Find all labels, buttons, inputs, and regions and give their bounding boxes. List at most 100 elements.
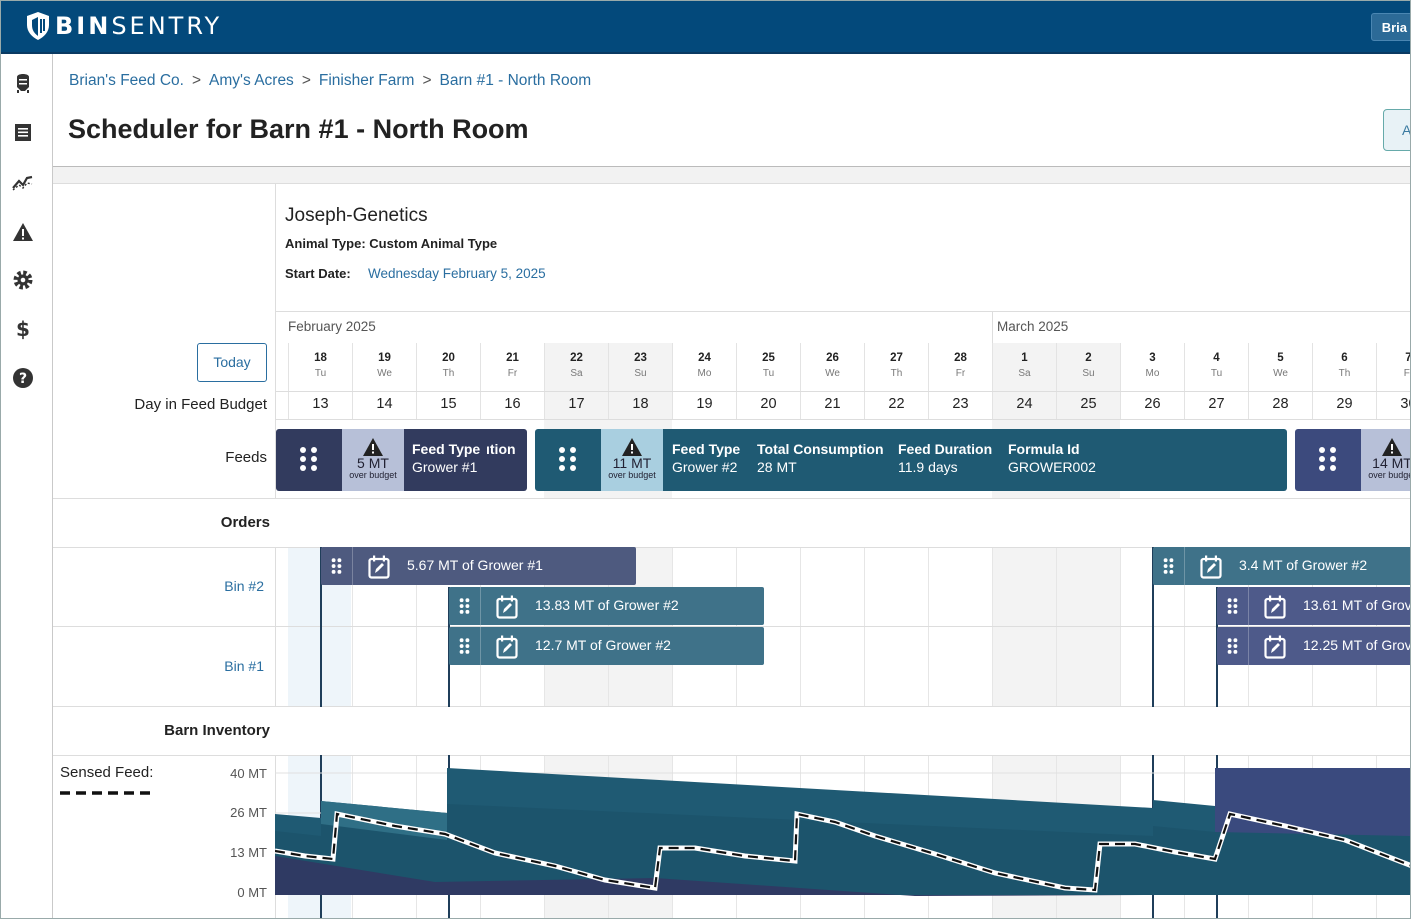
day-header-2[interactable]: 2 Su (1056, 343, 1120, 391)
user-menu-button[interactable]: Bria (1370, 13, 1410, 41)
order-block[interactable]: 5.67 MT of Grower #1 (321, 547, 636, 585)
feed-type-header: Feed Type (412, 441, 481, 457)
calendar-edit-icon (496, 595, 518, 619)
analytics-icon[interactable] (12, 171, 34, 193)
order-block[interactable]: 12.7 MT of Grower #2 (449, 627, 764, 665)
feed-type-value: Grower #1 (412, 459, 478, 475)
start-date-value[interactable]: Wednesday February 5, 2025 (368, 266, 546, 281)
drag-handle-icon[interactable] (1153, 547, 1185, 585)
drag-handle-icon[interactable] (321, 547, 353, 585)
day-header-6[interactable]: 6 Th (1312, 343, 1376, 391)
budget-day-30: 30 (1376, 392, 1410, 419)
day-header-3[interactable]: 3 Mo (1120, 343, 1184, 391)
bin-icon[interactable] (12, 71, 34, 93)
day-number: 26 (826, 352, 839, 364)
over-budget-amount: 5 MT (357, 455, 389, 471)
day-header-23[interactable]: 23 Su (608, 343, 672, 391)
gear-icon[interactable] (12, 269, 34, 291)
drag-handle-icon[interactable] (276, 429, 342, 491)
day-header-4[interactable]: 4 Tu (1184, 343, 1248, 391)
breadcrumb: Brian's Feed Co. > Amy's Acres > Finisher Fa… (69, 72, 591, 90)
total-consumption-column: Total Consumption 28 MT (757, 441, 884, 475)
formula-id-value: GROWER002 (1008, 459, 1096, 475)
order-block[interactable]: 13.83 MT of Grower #2 (449, 587, 764, 625)
brand-logo[interactable]: BIN SENTRY (25, 11, 222, 41)
warning-icon (622, 438, 642, 456)
over-budget-text: over budget (349, 470, 397, 480)
weekday: We (377, 368, 392, 379)
action-button[interactable]: A (1383, 109, 1410, 151)
order-block[interactable]: 12.25 MT of Grov (1217, 627, 1410, 665)
breadcrumb-link-farm[interactable]: Finisher Farm (318, 72, 415, 89)
order-label: 13.83 MT of Grower #2 (535, 597, 679, 613)
day-header-19[interactable]: 19 We (352, 343, 416, 391)
day-header-25[interactable]: 25 Tu (736, 343, 800, 391)
day-header-27[interactable]: 27 Th (864, 343, 928, 391)
bin-2-label[interactable]: Bin #2 (224, 578, 264, 594)
feed-block-grower-1[interactable]: 5 MT over budget Feed Type Grower #1 ıtio… (276, 429, 527, 491)
order-block[interactable]: 13.61 MT of Grov (1217, 587, 1411, 625)
feed-block-next[interactable]: 14 MT over budget (1295, 429, 1410, 491)
orders-label: Orders (220, 514, 270, 531)
budget-day-27: 27 (1184, 392, 1248, 419)
calendar-edit-icon (1264, 595, 1286, 619)
order-label: 13.61 MT of Grov (1303, 597, 1411, 613)
drag-handle-icon[interactable] (535, 429, 601, 491)
day-header-20[interactable]: 20 Th (416, 343, 480, 391)
scroll-strip (53, 167, 1410, 184)
month-label: February 2025 (288, 319, 376, 334)
breadcrumb-link-feed-co[interactable]: Brian's Feed Co. (69, 72, 184, 89)
day-header-22[interactable]: 22 Sa (544, 343, 608, 391)
day-header-1[interactable]: 1 Sa (992, 343, 1056, 391)
alert-icon[interactable] (12, 221, 34, 243)
day-header-26[interactable]: 26 We (800, 343, 864, 391)
drag-handle-icon[interactable] (449, 587, 481, 625)
drag-handle-icon[interactable] (1217, 587, 1249, 625)
truncated-header: ıtion (486, 441, 516, 457)
drag-handle-icon[interactable] (449, 627, 481, 665)
section-header-band (53, 499, 1410, 547)
budget-day-23: 23 (928, 392, 992, 419)
inventory-axis-0: 0 MT (237, 885, 267, 900)
weekday: Mo (1145, 368, 1160, 379)
day-gridline (275, 312, 276, 918)
weekday: Th (442, 368, 455, 379)
over-budget-amount: 11 MT (612, 455, 652, 471)
day-header-24[interactable]: 24 Mo (672, 343, 736, 391)
budget-day-15: 15 (416, 392, 480, 419)
budget-day-22: 22 (864, 392, 928, 419)
day-number: 6 (1341, 352, 1348, 364)
row-divider (53, 626, 1410, 627)
delivery-line (1152, 547, 1154, 707)
day-header-21[interactable]: 21 Fr (480, 343, 544, 391)
drag-handle-icon[interactable] (1295, 429, 1361, 491)
help-icon[interactable]: ? (12, 367, 34, 389)
day-number: 1 (1021, 352, 1028, 364)
truncated-column: ıtion (486, 441, 516, 457)
day-header-28[interactable]: 28 Fr (928, 343, 992, 391)
drag-handle-icon[interactable] (1217, 627, 1249, 665)
breadcrumb-link-barn[interactable]: Barn #1 - North Room (439, 72, 592, 89)
delivery-line (320, 547, 322, 707)
breadcrumb-link-acres[interactable]: Amy's Acres (209, 72, 294, 89)
budget-day-14: 14 (352, 392, 416, 419)
day-header-18[interactable]: 18 Tu (288, 343, 352, 391)
brand-name-bold: BIN (55, 12, 112, 40)
animal-group-info: Joseph-Genetics Animal Type: Custom Anim… (275, 184, 1410, 312)
feed-type-header: Feed Type (672, 441, 741, 457)
total-consumption-value: 28 MT (757, 459, 797, 475)
feed-block-grower-2[interactable]: 11 MT over budget Feed Type Grower #2 Tot… (535, 429, 1287, 491)
weekday: Tu (1210, 368, 1223, 379)
list-icon[interactable] (12, 121, 34, 143)
bin-1-label[interactable]: Bin #1 (224, 658, 264, 674)
day-in-feed-budget-label: Day in Feed Budget (134, 396, 267, 413)
day-number: 28 (954, 352, 967, 364)
svg-text:$: $ (16, 318, 30, 340)
day-header-7[interactable]: 7 Fr (1376, 343, 1410, 391)
order-block[interactable]: 3.4 MT of Grower #2 (1153, 547, 1410, 585)
today-button[interactable]: Today (197, 343, 267, 382)
day-header-5[interactable]: 5 We (1248, 343, 1312, 391)
dollar-icon[interactable]: $ (12, 318, 34, 340)
day-number: 18 (314, 352, 327, 364)
total-consumption-header: Total Consumption (757, 441, 884, 457)
